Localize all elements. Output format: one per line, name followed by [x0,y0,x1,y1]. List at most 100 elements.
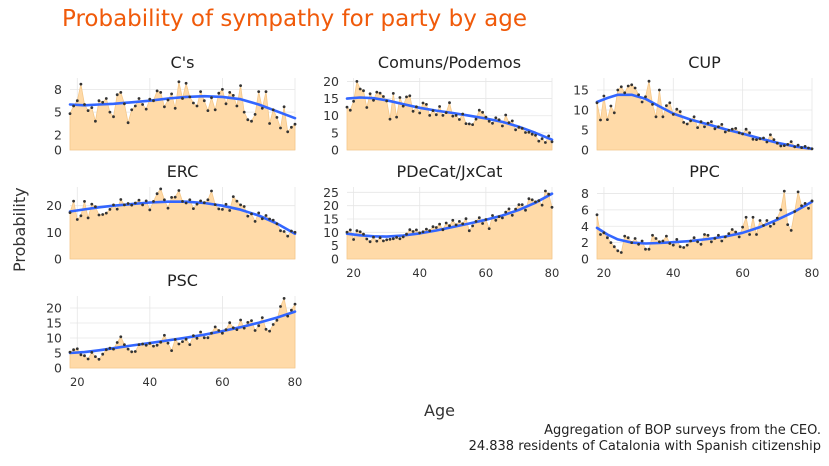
data-point [616,88,620,92]
data-point [671,113,675,116]
data-point [257,211,261,215]
data-point [630,241,634,245]
data-point [755,233,758,236]
y-tick-label: 20 [46,198,62,213]
data-point [170,92,174,96]
y-tick-label: 8 [54,82,62,97]
y-tick-label: 25 [323,185,339,200]
data-point [213,108,217,112]
data-point [355,80,359,83]
data-point [195,336,199,340]
data-point [441,114,445,117]
data-point [282,297,286,300]
data-point [159,340,163,344]
data-point [451,218,455,222]
data-point [800,204,803,208]
data-point [696,126,699,129]
data-point [438,105,441,108]
data-point [415,105,418,109]
data-point [72,104,75,108]
data-point [79,214,83,218]
data-point [654,115,658,119]
data-point [474,220,478,223]
data-point [527,197,531,201]
data-point [133,104,137,108]
data-point [345,105,349,109]
data-point [79,353,83,357]
data-point [544,141,547,144]
smooth-line [68,310,297,355]
data-point [807,146,810,150]
data-point [425,227,428,231]
data-point [609,241,613,245]
panel-title: PSC [167,271,198,290]
data-point [720,123,724,126]
data-point [411,230,415,233]
data-point [268,329,271,333]
data-point [398,237,402,241]
data-point [685,122,689,126]
data-point [268,122,271,125]
y-tick-label: 0 [331,143,339,158]
data-point [221,208,224,211]
data-point [86,357,90,361]
data-point [137,198,141,202]
data-point [434,113,438,117]
y-tick-label: 10 [573,103,589,118]
y-tick-label: 20 [323,198,339,213]
data-point [534,133,537,137]
data-point [195,202,199,206]
data-point [264,214,268,217]
data-point [651,233,654,237]
data-point [123,343,126,346]
data-point [762,224,765,227]
data-point [375,90,379,94]
data-point [358,230,362,234]
data-point [644,95,647,99]
data-point [133,350,137,353]
smooth-line [345,192,554,238]
data-point [242,205,246,208]
data-point [355,229,359,233]
data-point [130,108,134,112]
data-point [517,126,521,129]
data-point [789,140,793,144]
data-point [250,212,253,216]
data-point [550,140,554,144]
data-point [362,89,365,93]
data-point [530,132,534,136]
data-point [115,93,119,97]
data-point [148,97,152,101]
data-point [484,218,488,221]
x-tick-label: 80 [545,266,560,280]
data-point [692,115,696,119]
data-point [112,115,115,119]
data-point [755,138,758,142]
data-point [388,117,392,121]
data-point [405,232,408,236]
data-point [137,343,141,346]
data-point [286,130,290,134]
data-point [474,117,478,121]
y-tick-label: 20 [323,74,339,89]
data-point [665,104,668,107]
data-point [595,101,599,105]
data-point [112,203,115,207]
data-point [507,207,511,211]
data-point [789,229,793,232]
data-point [235,328,239,331]
data-point [83,354,86,358]
data-point [395,236,398,239]
data-point [507,121,511,124]
data-point [141,203,145,207]
x-tick-label: 20 [70,375,85,389]
data-point [282,230,286,233]
data-point [137,97,141,100]
data-point [623,91,627,95]
data-point [144,107,148,111]
data-point [741,225,744,229]
data-point [108,208,112,211]
data-point [130,203,134,207]
data-point [170,196,174,199]
